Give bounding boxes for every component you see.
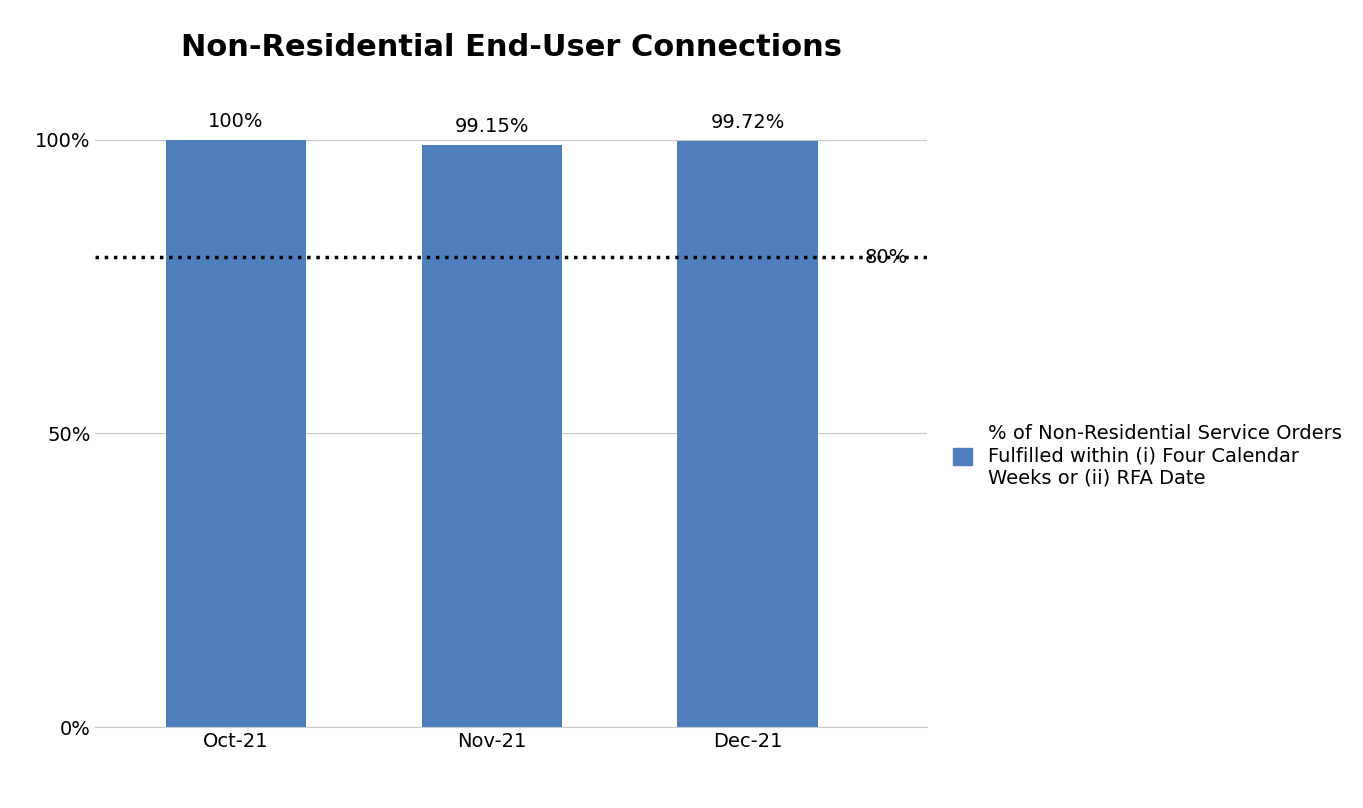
Text: 80%: 80% — [864, 247, 908, 267]
Legend: % of Non-Residential Service Orders
Fulfilled within (i) Four Calendar
Weeks or : % of Non-Residential Service Orders Fulf… — [945, 416, 1349, 495]
Bar — [421, 145, 563, 727]
Text: 100%: 100% — [209, 112, 264, 131]
Text: 99.72%: 99.72% — [710, 113, 785, 133]
Title: Non-Residential End-User Connections: Non-Residential End-User Connections — [181, 33, 841, 61]
Bar — [166, 140, 307, 727]
Text: 99.15%: 99.15% — [455, 116, 529, 136]
Bar — [677, 141, 818, 727]
